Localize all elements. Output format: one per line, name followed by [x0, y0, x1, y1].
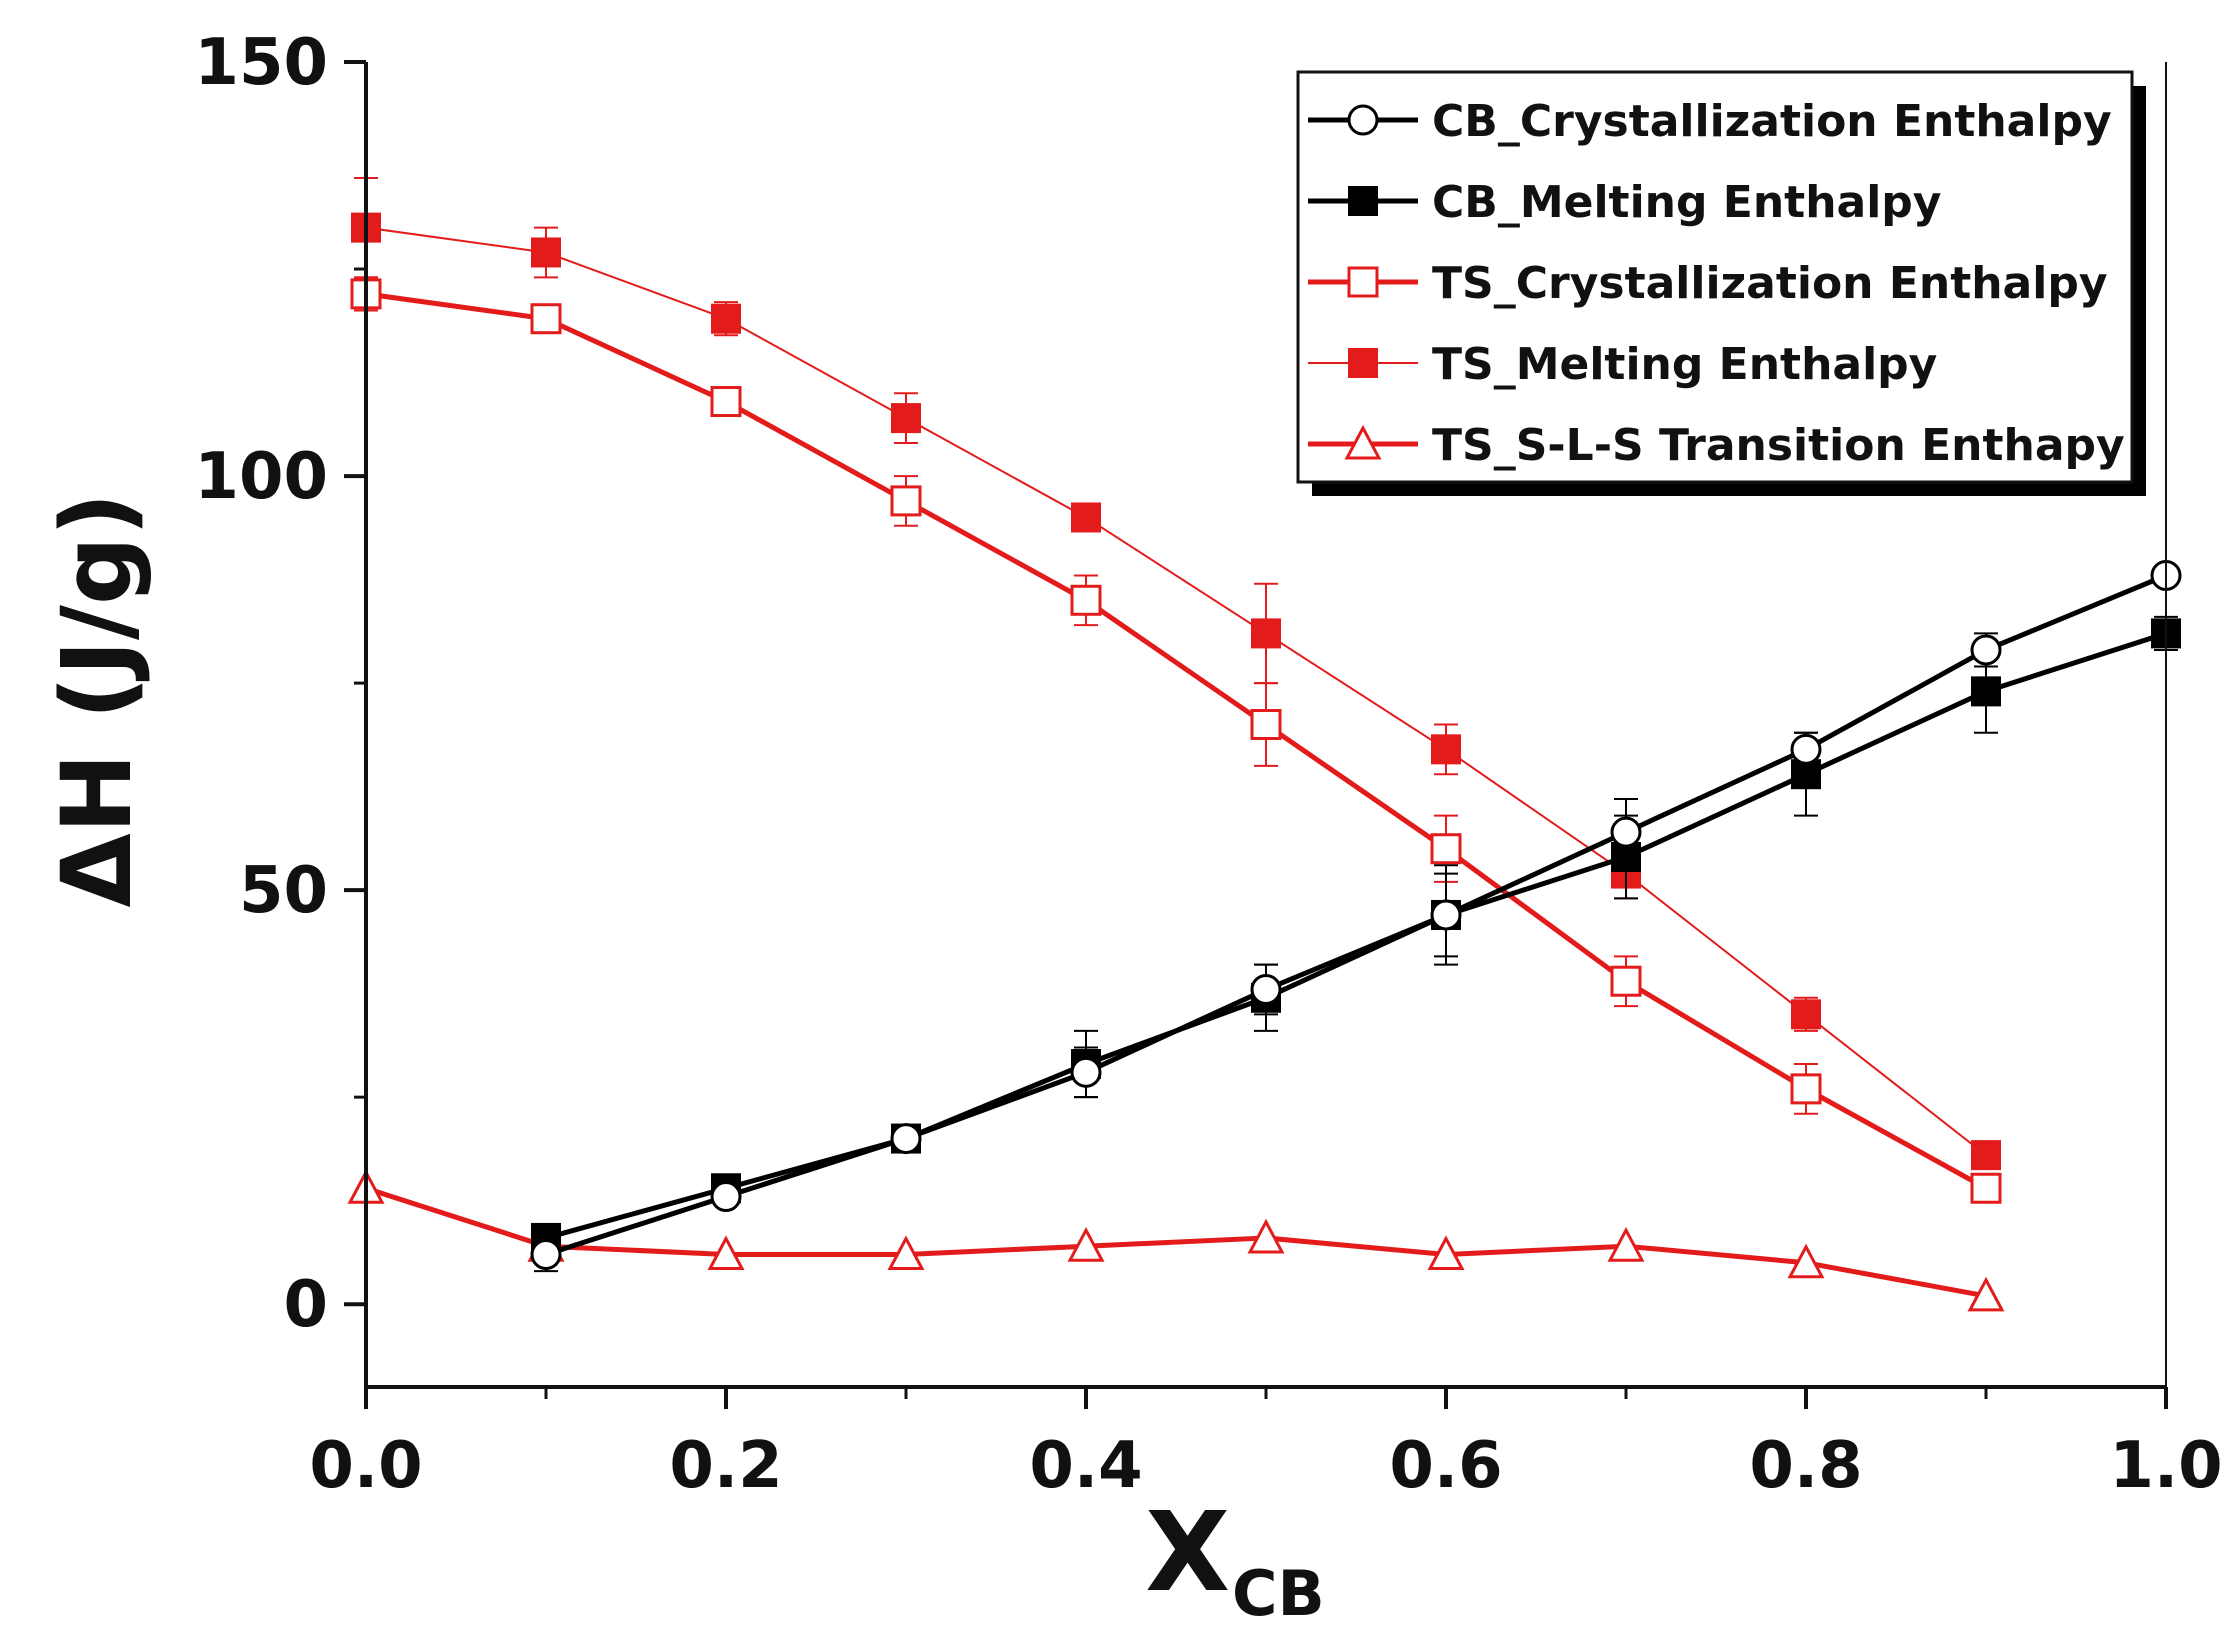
data-point: [1610, 965, 1642, 997]
x-tick-label: 0.6: [1389, 1429, 1502, 1503]
series-TS_S-L-S Transition Enthapy: [347, 1169, 2005, 1312]
data-point: [1250, 974, 1282, 1005]
data-point: [1791, 999, 1821, 1030]
data-point: [710, 1181, 742, 1213]
data-point: [1790, 733, 1822, 765]
data-point: [1431, 734, 1461, 765]
series-TS_Crystallization Enthalpy: [350, 276, 2002, 1204]
data-point: [890, 485, 922, 517]
data-point: [1070, 1056, 1102, 1088]
data-point: [1430, 899, 1462, 931]
legend-box: [1296, 70, 2134, 484]
x-tick-label: 0.0: [309, 1429, 422, 1503]
y-tick-label: 50: [239, 854, 328, 928]
x-axis-title: X: [1145, 1488, 1230, 1616]
y-tick-label: 100: [194, 440, 328, 514]
x-tick-label: 0.2: [669, 1429, 782, 1503]
series-line: [545, 631, 2167, 1241]
data-point: [530, 1239, 562, 1270]
data-point: [891, 403, 921, 434]
data-point: [887, 1235, 925, 1270]
legend-label: TS_Melting Enthalpy: [1432, 339, 1937, 390]
data-point: [1250, 709, 1282, 740]
series-line: [365, 291, 1988, 1191]
data-point: [1247, 1218, 1285, 1254]
axis-titles: X CB ΔH (J/g): [41, 492, 1325, 1630]
legend-marker: [1348, 348, 1378, 378]
data-point: [1430, 833, 1462, 865]
data-point: [530, 303, 562, 335]
series-line: [365, 1185, 1987, 1299]
data-point: [1967, 1276, 2005, 1312]
legend-label: TS_Crystallization Enthalpy: [1432, 258, 2108, 309]
x-tick-label: 0.4: [1029, 1429, 1142, 1503]
data-point: [1790, 1073, 1822, 1105]
data-point: [1251, 618, 1281, 649]
x-tick-label: 0.8: [1749, 1429, 1862, 1503]
legend-label: CB_Melting Enthalpy: [1432, 177, 1941, 228]
legend-marker: [1344, 424, 1382, 460]
legend: CB_Crystallization Enthalpy CB_Melting En…: [1296, 70, 2146, 496]
legend-marker: [1348, 186, 1378, 216]
data-point: [1787, 1243, 1825, 1279]
data-point: [707, 1235, 745, 1270]
y-tick-label: 0: [283, 1268, 328, 1342]
legend-marker: [1347, 104, 1379, 136]
series-CB_Crystallization Enthalpy: [530, 559, 2182, 1273]
series-line: [545, 573, 2167, 1257]
data-point: [1070, 584, 1102, 616]
data-point: [1427, 1235, 1465, 1270]
data-point: [1971, 676, 2001, 707]
data-point: [1791, 759, 1821, 790]
data-point: [1970, 1172, 2002, 1204]
data-point: [1071, 502, 1101, 533]
data-point: [1970, 634, 2002, 666]
legend-label: CB_Crystallization Enthalpy: [1432, 96, 2112, 147]
data-point: [1971, 1140, 2001, 1171]
y-axis-title: ΔH (J/g): [41, 492, 153, 907]
y-tick-label: 150: [194, 26, 328, 100]
data-point: [711, 303, 741, 334]
data-point: [710, 386, 742, 418]
data-point: [1610, 816, 1642, 848]
data-point: [890, 1123, 922, 1155]
legend-marker: [1347, 266, 1379, 298]
data-point: [1607, 1227, 1645, 1262]
x-tick-label: 1.0: [2109, 1429, 2222, 1503]
series-line: [365, 226, 1987, 1156]
axes: 0.0 0.2 0.4 0.6 0.8 1.0 0 50 100 150: [194, 26, 2222, 1503]
data-point: [531, 237, 561, 268]
legend-label: TS_S-L-S Transition Enthapy: [1432, 420, 2125, 471]
data-point: [1067, 1227, 1105, 1262]
x-axis-title-subscript: CB: [1232, 1557, 1325, 1630]
